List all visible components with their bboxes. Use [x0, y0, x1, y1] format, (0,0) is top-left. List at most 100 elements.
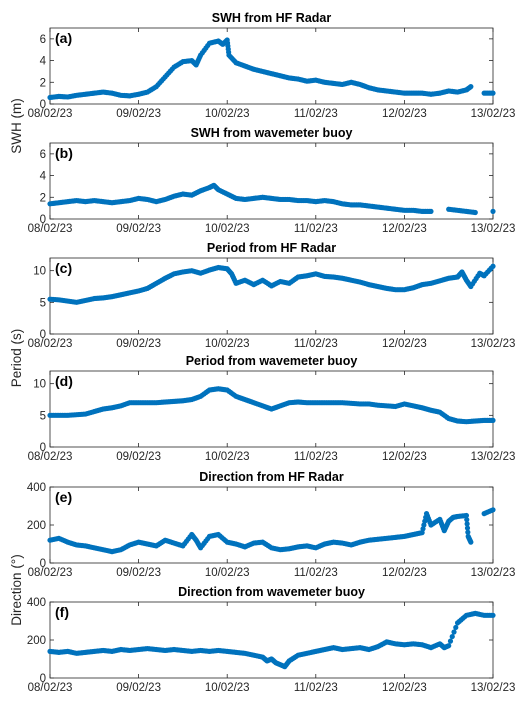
- ytick-label-a-1: 2: [40, 77, 46, 89]
- ytick-label-b-1: 2: [40, 192, 46, 204]
- xtick-label-b-4: 12/02/23: [382, 223, 427, 235]
- panel-d: Period from wavemeter buoy 0 5 10 08/02/23 09…: [28, 354, 516, 463]
- ytick-label-e-2: 400: [27, 482, 46, 494]
- data-point-e-55: [490, 507, 496, 513]
- axes-frame-b: [49, 142, 494, 220]
- data-point-e-51-3: [464, 525, 471, 531]
- ytick-label-c-1: 5: [40, 297, 46, 309]
- ytick-label-c-0: 0: [40, 329, 46, 341]
- ytick-label-e-1: 200: [27, 520, 46, 532]
- ytick-label-d-0: 0: [40, 442, 46, 454]
- panel-label-f: (f): [55, 604, 69, 620]
- panel-title-c: Period from HF Radar: [207, 241, 336, 255]
- xtick-label-c-4: 12/02/23: [382, 338, 427, 350]
- xtick-label-a-1: 09/02/23: [116, 108, 161, 120]
- axes-frame-d: [49, 370, 494, 448]
- ytick-label-b-3: 6: [40, 149, 46, 161]
- ytick-label-c-2: 10: [33, 266, 46, 278]
- panel-title-d: Period from wavemeter buoy: [186, 354, 358, 368]
- xtick-label-e-4: 12/02/23: [382, 567, 427, 579]
- panel-label-b: (b): [55, 145, 73, 161]
- panel-title-f: Direction from wavemeter buoy: [178, 585, 365, 599]
- data-point-f-49-2: [449, 633, 455, 640]
- ytick-label-f-0: 0: [40, 673, 46, 685]
- data-point-e-51-4: [465, 529, 471, 535]
- panel-f: Direction from wavemeter buoy 0 200 400 08/0…: [27, 585, 516, 694]
- panels-container: SWH from HF Radar 0 2 4 6 08/02/23 09/02/23 10/…: [27, 11, 516, 694]
- data-point-e-53: [468, 539, 474, 545]
- xtick-label-d-3: 11/02/23: [294, 451, 338, 463]
- xtick-label-d-1: 09/02/23: [116, 451, 161, 463]
- panel-label-d: (d): [55, 373, 73, 389]
- axes-frame-c: [49, 257, 494, 335]
- xtick-label-a-0: 08/02/23: [28, 108, 73, 120]
- ytick-label-a-3: 6: [40, 34, 46, 46]
- data-point-d-50: [490, 417, 496, 423]
- data-point-a-53: [490, 90, 496, 96]
- ytick-label-d-2: 10: [33, 379, 46, 391]
- panel-e: Direction from HF Radar 0 200 400 08/02/23 09…: [27, 470, 516, 579]
- ytick-label-a-2: 4: [40, 56, 47, 68]
- xtick-label-d-2: 10/02/23: [205, 451, 250, 463]
- data-point-f-49-3: [451, 629, 457, 635]
- data-point-b-49: [490, 208, 496, 214]
- xtick-label-f-0: 08/02/23: [28, 682, 73, 694]
- panel-label-c: (c): [55, 260, 72, 276]
- xtick-label-e-1: 09/02/23: [116, 567, 161, 579]
- ytick-label-d-1: 5: [40, 410, 46, 422]
- panel-a: SWH from HF Radar 0 2 4 6 08/02/23 09/02/23 10/…: [28, 11, 516, 120]
- xtick-label-d-5: 13/02/23: [471, 451, 516, 463]
- xtick-label-f-5: 13/02/23: [471, 682, 516, 694]
- xtick-label-b-1: 09/02/23: [116, 223, 161, 235]
- xtick-label-b-0: 08/02/23: [28, 223, 73, 235]
- panel-label-e: (e): [55, 489, 72, 505]
- panel-label-a: (a): [55, 30, 72, 46]
- xtick-label-a-5: 13/02/23: [471, 108, 516, 120]
- panel-title-a: SWH from HF Radar: [212, 11, 332, 25]
- ylabel-swh: SWH (m): [9, 98, 24, 153]
- xtick-label-a-4: 12/02/23: [382, 108, 427, 120]
- data-point-e-51: [463, 512, 470, 519]
- xtick-label-a-3: 11/02/23: [294, 108, 338, 120]
- ytick-label-b-2: 4: [40, 171, 47, 183]
- ylabel-direction: Direction (°): [9, 554, 24, 625]
- xtick-label-b-5: 13/02/23: [471, 223, 516, 235]
- xtick-label-f-4: 12/02/23: [382, 682, 427, 694]
- data-point-f-49: [446, 643, 452, 649]
- ytick-label-f-1: 200: [27, 635, 46, 647]
- ytick-label-a-0: 0: [40, 99, 46, 111]
- ytick-label-e-0: 0: [40, 558, 46, 570]
- xtick-label-c-5: 13/02/23: [471, 338, 516, 350]
- xtick-label-f-3: 11/02/23: [294, 682, 338, 694]
- xtick-label-d-0: 08/02/23: [28, 451, 73, 463]
- xtick-label-c-2: 10/02/23: [205, 338, 250, 350]
- data-point-b-48: [472, 209, 478, 216]
- data-point-e-51-2: [464, 521, 470, 527]
- ytick-label-b-0: 0: [40, 214, 46, 226]
- xtick-label-f-1: 09/02/23: [116, 682, 161, 694]
- xtick-label-e-0: 08/02/23: [28, 567, 73, 579]
- ytick-label-f-2: 400: [27, 597, 46, 609]
- panel-title-b: SWH from wavemeter buoy: [191, 126, 353, 140]
- xtick-label-b-3: 11/02/23: [294, 223, 338, 235]
- xtick-label-a-2: 10/02/23: [205, 108, 250, 120]
- xtick-label-f-2: 10/02/23: [205, 682, 250, 694]
- xtick-label-c-0: 08/02/23: [28, 338, 73, 350]
- panel-b: SWH from wavemeter buoy 0 2 4 6 08/02/23 09/02…: [28, 126, 516, 235]
- data-point-f-49-4: [453, 624, 459, 631]
- data-point-a-51: [468, 84, 474, 90]
- data-point-f-49-1: [447, 638, 454, 644]
- xtick-label-b-2: 10/02/23: [205, 223, 250, 235]
- panel-title-e: Direction from HF Radar: [199, 470, 344, 484]
- xtick-label-e-5: 13/02/23: [471, 567, 516, 579]
- xtick-label-c-1: 09/02/23: [116, 338, 161, 350]
- xtick-label-e-3: 11/02/23: [294, 567, 338, 579]
- xtick-label-e-2: 10/02/23: [205, 567, 250, 579]
- data-point-b-44: [428, 208, 434, 214]
- axes-frame-a: [49, 27, 494, 105]
- xtick-label-d-4: 12/02/23: [382, 451, 427, 463]
- xtick-label-c-3: 11/02/23: [294, 338, 338, 350]
- y-axis-labels: SWH (m) Period (s) Direction (°): [9, 98, 24, 625]
